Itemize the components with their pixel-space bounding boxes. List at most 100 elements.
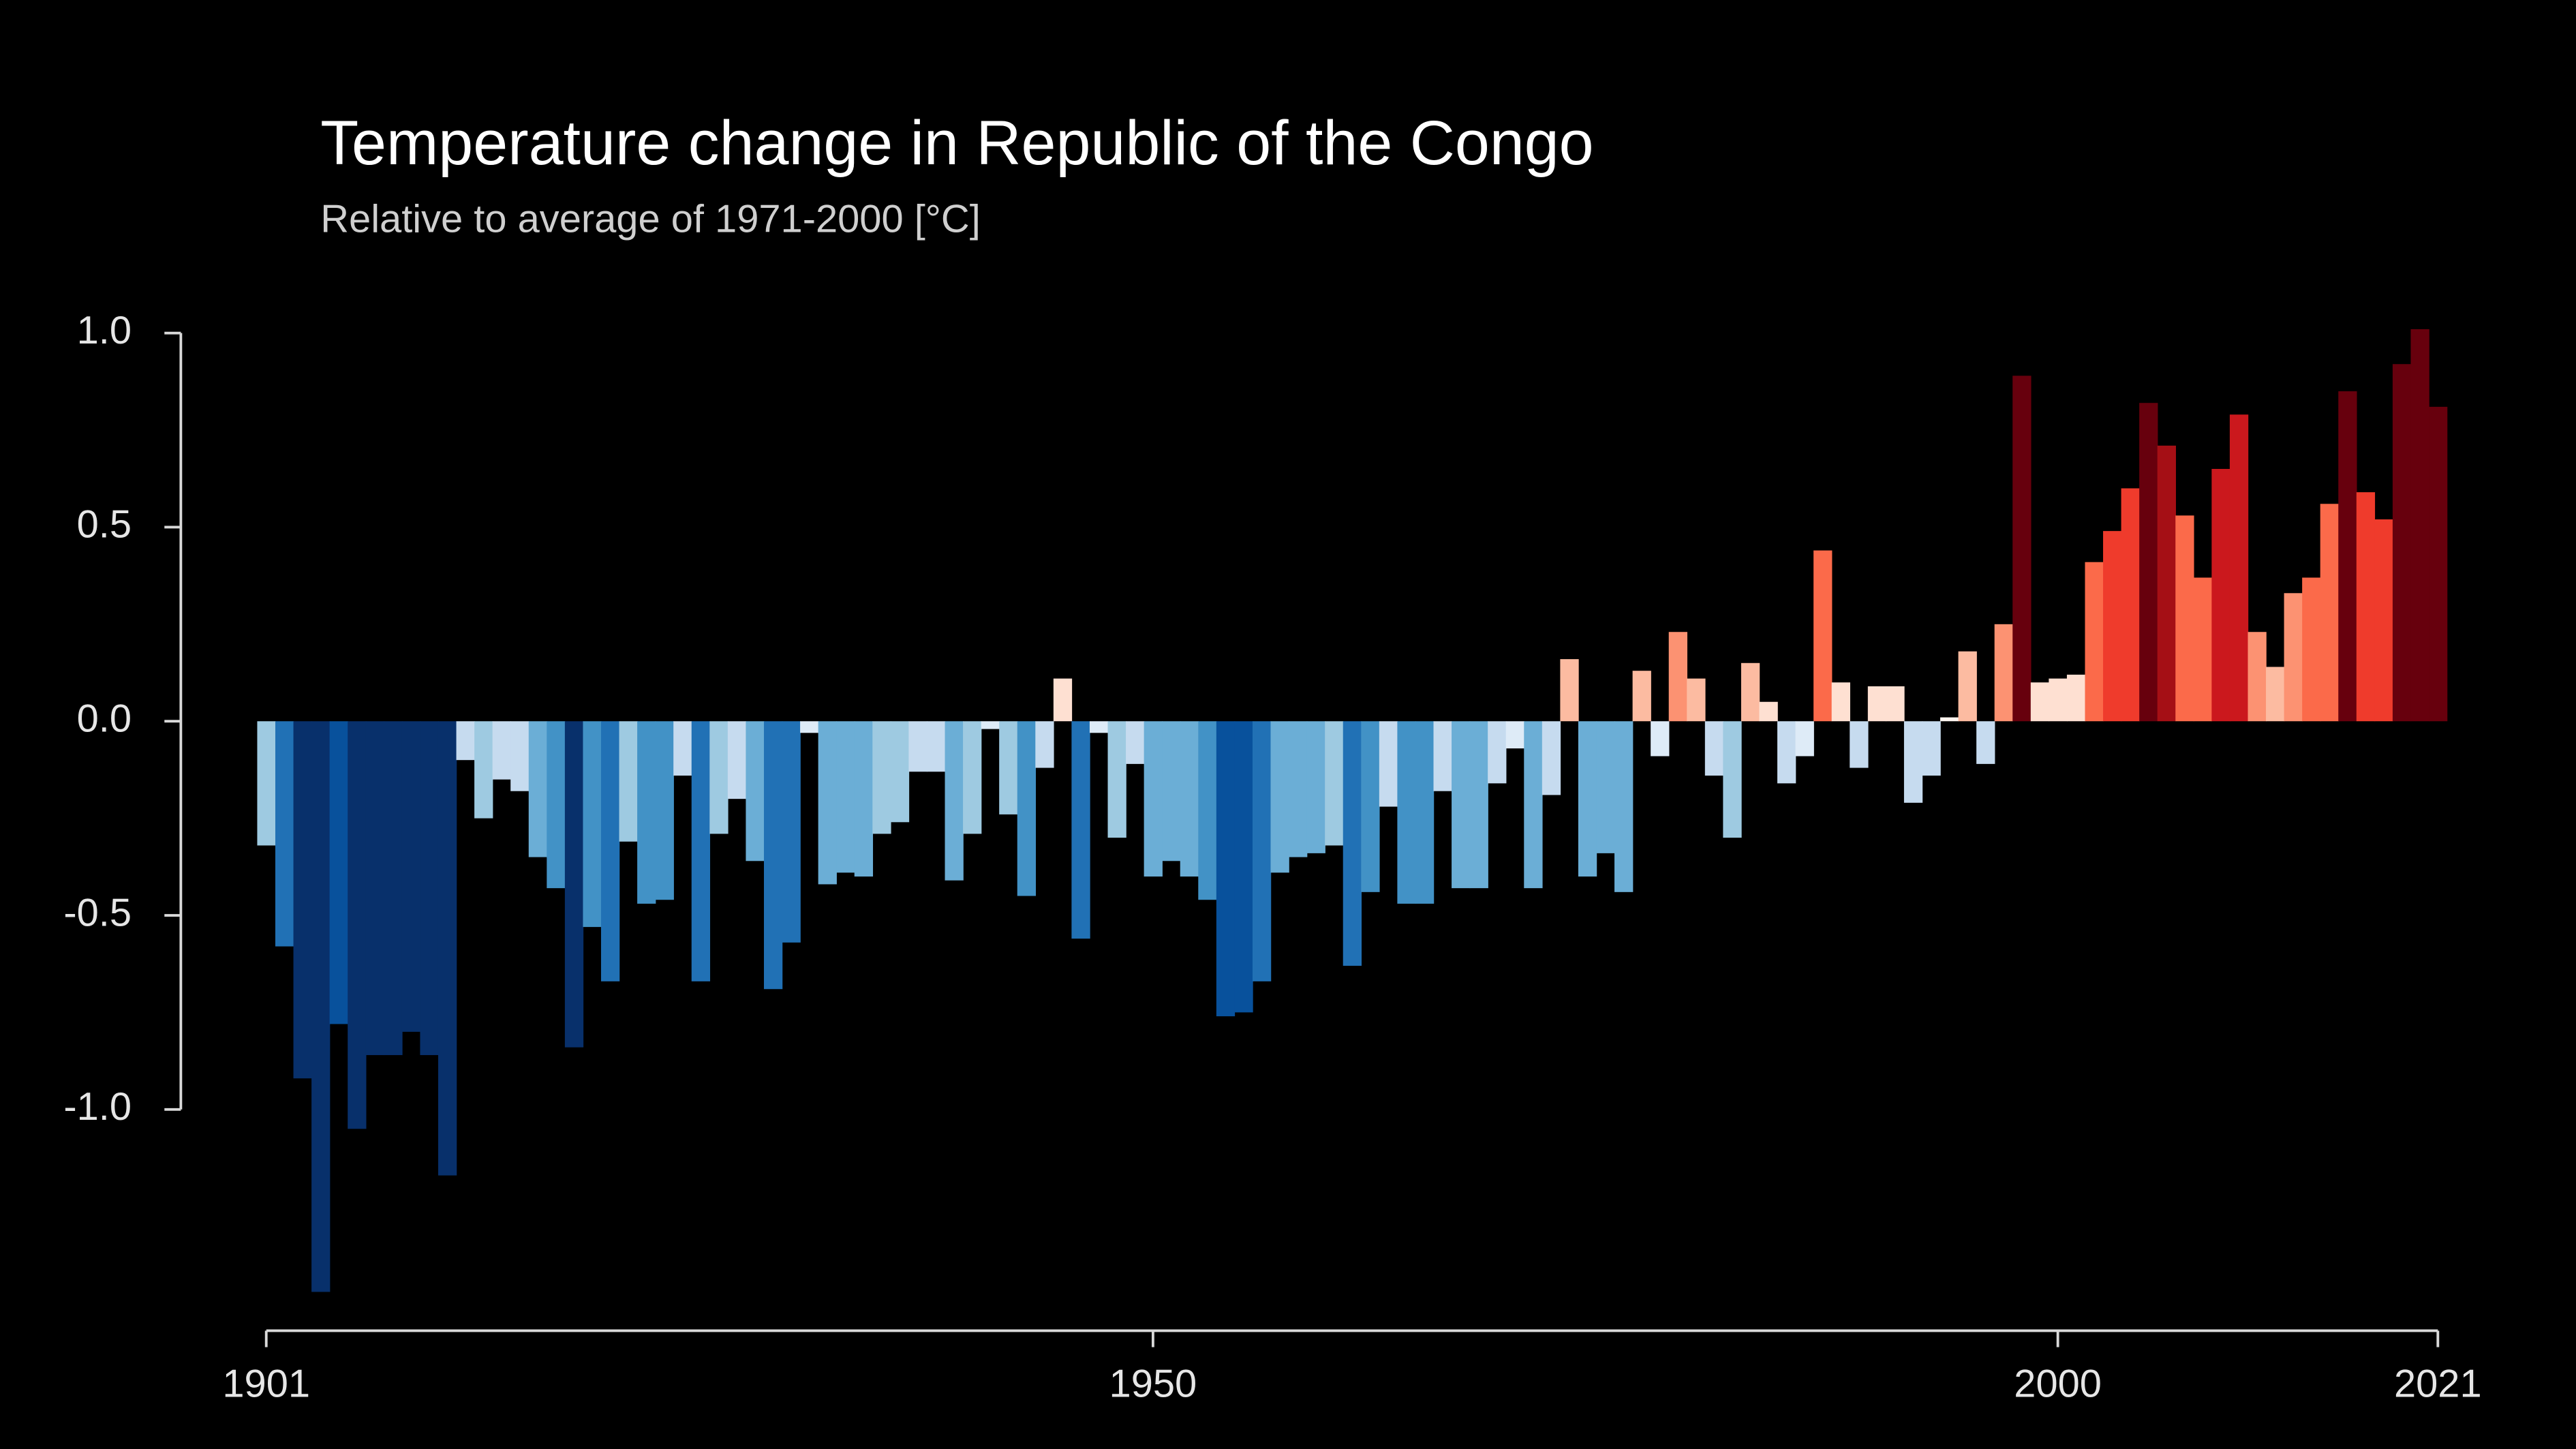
bar (2229, 414, 2249, 722)
bar (1542, 721, 1561, 795)
bar (1651, 721, 1670, 757)
bar (528, 721, 548, 857)
bar (637, 721, 656, 904)
bar (854, 721, 874, 877)
bar (673, 721, 692, 776)
bar (384, 721, 403, 1056)
bar (2049, 678, 2068, 722)
bar (1452, 721, 1471, 889)
bar (655, 721, 674, 900)
bar (1415, 721, 1435, 904)
bar (1469, 721, 1488, 889)
bar (1741, 662, 1760, 722)
bar (619, 721, 638, 842)
bar (1668, 632, 1687, 722)
bar (945, 721, 964, 881)
bar (547, 721, 566, 889)
bar (1505, 721, 1525, 749)
y-tick-label: 0.0 (77, 697, 132, 741)
bar (1198, 721, 1217, 900)
bar (420, 721, 439, 1056)
y-tick-label: -1.0 (63, 1085, 132, 1129)
bar (1035, 721, 1054, 768)
bar (1759, 701, 1778, 722)
bar (2302, 577, 2321, 722)
bar (365, 721, 385, 1056)
bar (1922, 721, 1941, 776)
bar (1107, 721, 1126, 838)
bar (746, 721, 765, 861)
bar (1216, 721, 1236, 1017)
y-tick-label: 0.5 (77, 503, 132, 547)
bar (1632, 671, 1651, 722)
bar (709, 721, 729, 834)
bar (2248, 632, 2267, 722)
bar (510, 721, 530, 791)
bar (2175, 515, 2194, 722)
bar (474, 721, 493, 819)
bar (691, 721, 711, 981)
bar (1614, 721, 1634, 892)
bar (2338, 391, 2357, 722)
bar (2410, 329, 2429, 722)
bar (1325, 721, 1344, 846)
bar (1687, 678, 1706, 722)
bar (2266, 667, 2285, 722)
bar (1053, 678, 1073, 722)
bar (908, 721, 927, 772)
x-tick-label: 1950 (1109, 1362, 1197, 1406)
bar (348, 721, 367, 1129)
chart-title: Temperature change in Republic of the Co… (320, 108, 1593, 178)
y-tick-label: 1.0 (77, 309, 132, 352)
bar (782, 721, 801, 943)
bar (1397, 721, 1416, 904)
bar (1813, 550, 1833, 722)
bar (1886, 686, 1905, 722)
bar (836, 721, 855, 873)
x-tick-label: 2000 (2014, 1362, 2102, 1406)
bar (2030, 682, 2050, 722)
bar (2121, 488, 2140, 722)
bar (1831, 682, 1850, 722)
bar (2012, 376, 2031, 722)
chart-subtitle: Relative to average of 1971-2000 [°C] (320, 198, 981, 241)
bar (999, 721, 1018, 814)
bar (2374, 519, 2393, 722)
bar (1433, 721, 1452, 791)
bar (1379, 721, 1398, 807)
bar (1958, 651, 1977, 722)
bar (818, 721, 837, 885)
bar (600, 721, 620, 981)
bar (1306, 721, 1325, 853)
bar (1289, 721, 1308, 857)
bar (1524, 721, 1543, 889)
bar (1994, 624, 2013, 722)
bar (2211, 469, 2230, 722)
bar (1976, 721, 1995, 764)
bar (2085, 562, 2104, 722)
bar (981, 721, 1000, 729)
bar (800, 721, 819, 733)
bar (1850, 721, 1869, 768)
x-tick-label: 1901 (222, 1362, 310, 1406)
bar (1071, 721, 1090, 939)
bar (1343, 721, 1362, 966)
bar (2392, 364, 2412, 722)
bar (293, 721, 312, 1079)
bar (1234, 721, 1253, 1013)
bar (1252, 721, 1272, 981)
bar (1723, 721, 1742, 838)
bar (1777, 721, 1796, 784)
bar (2066, 674, 2086, 722)
bar (1940, 717, 1959, 722)
y-tick-label: -0.5 (63, 891, 132, 934)
bar (2139, 403, 2158, 722)
bar (2320, 504, 2339, 722)
bar (1017, 721, 1037, 896)
bar (1126, 721, 1145, 764)
bar (1596, 721, 1615, 853)
bar (727, 721, 747, 799)
bar (456, 721, 475, 761)
bar (1795, 721, 1814, 757)
